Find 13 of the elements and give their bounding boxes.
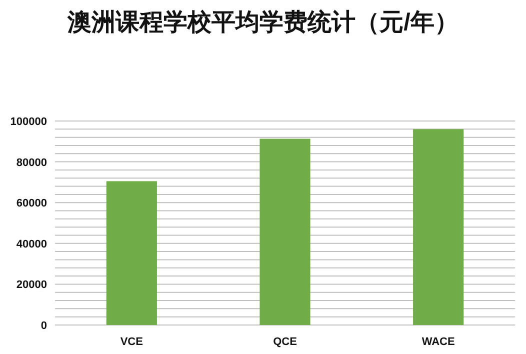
chart-title: 澳洲课程学校平均学费统计（元/年） — [66, 9, 458, 36]
y-tick-label: 40000 — [16, 238, 47, 250]
bar — [413, 129, 464, 325]
y-tick-label: 100000 — [10, 116, 47, 128]
y-tick-label: 0 — [40, 320, 47, 332]
x-tick-label: QCE — [273, 336, 297, 348]
x-tick-label: VCE — [120, 336, 143, 348]
bar — [260, 138, 310, 325]
x-tick-label: WACE — [422, 336, 455, 348]
y-tick-label: 60000 — [16, 198, 47, 210]
bar — [106, 181, 157, 325]
y-tick-label: 20000 — [16, 279, 47, 292]
y-tick-label: 80000 — [16, 156, 47, 169]
